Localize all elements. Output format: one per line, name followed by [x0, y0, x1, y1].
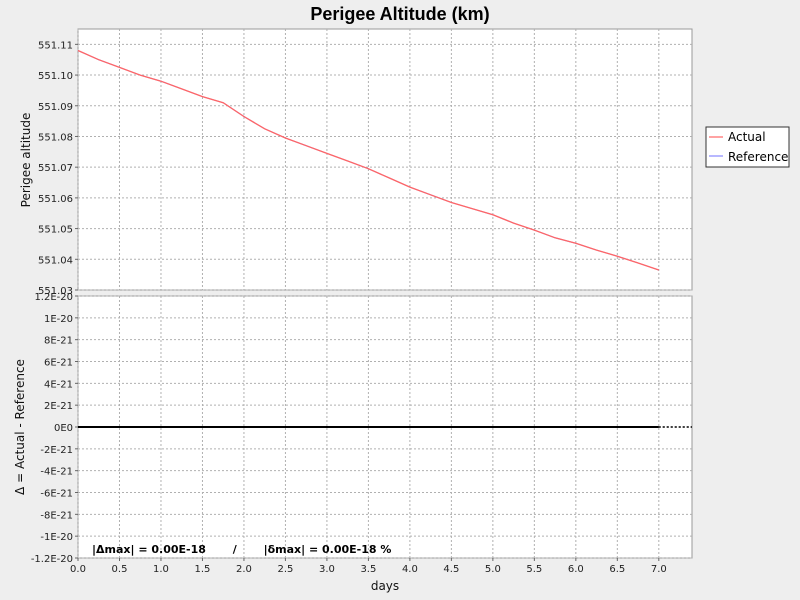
top-series — [77, 49, 660, 271]
x-tick-label: 5.0 — [485, 564, 501, 575]
x-tick-label: 4.0 — [402, 564, 418, 575]
x-tick-label: 3.5 — [360, 564, 376, 575]
bottom-y-tick-label: -1.2E-20 — [31, 554, 73, 565]
top-y-tick-label: 551.05 — [38, 225, 73, 236]
top-y-axis-label: Perigee altitude — [19, 113, 33, 208]
x-ticks: 0.0 0.5 1.0 1.5 2.0 2.5 3.0 3.5 4.0 4.5 5.0 5.5 6.0 6… — [70, 558, 667, 575]
x-axis-label: days — [371, 579, 399, 593]
top-y-ticks: 551.03 551.04 551.05 551.06 551.07 551.08 551.… — [38, 40, 78, 297]
series-line-actual — [77, 49, 660, 271]
top-grid — [77, 29, 692, 291]
bottom-y-tick-label: 4E-21 — [44, 379, 73, 390]
bottom-y-tick-label: 1E-20 — [44, 314, 73, 325]
x-tick-label: 0.0 — [70, 564, 86, 575]
x-tick-label: 2.5 — [277, 564, 293, 575]
top-y-tick-label: 551.08 — [38, 132, 73, 143]
x-tick-label: 6.0 — [568, 564, 584, 575]
bottom-y-tick-label: 0E0 — [54, 423, 73, 434]
legend-label-reference: Reference — [728, 150, 788, 164]
x-tick-label: 4.5 — [443, 564, 459, 575]
top-y-tick-label: 551.03 — [38, 286, 73, 297]
bottom-y-tick-label: 6E-21 — [44, 358, 73, 369]
bottom-y-tick-label: 1.2E-20 — [34, 292, 73, 303]
legend-box — [705, 126, 790, 168]
bottom-y-tick-label: -6E-21 — [40, 489, 73, 500]
top-plot-area — [77, 28, 693, 291]
top-y-tick-label: 551.06 — [38, 194, 73, 205]
x-tick-label: 5.5 — [526, 564, 542, 575]
top-y-tick-label: 551.10 — [38, 71, 73, 82]
delta-stats-annotation: |Δmax| = 0.00E-18 / |δmax| = 0.00E-18 % — [92, 543, 391, 556]
top-y-tick-label: 551.09 — [38, 102, 73, 113]
bottom-y-axis-label: Δ = Actual - Reference — [13, 359, 27, 495]
legend-label-actual: Actual — [728, 130, 766, 144]
top-y-tick-label: 551.07 — [38, 163, 73, 174]
x-tick-label: 0.5 — [112, 564, 128, 575]
x-tick-label: 2.0 — [236, 564, 252, 575]
top-y-tick-label: 551.04 — [38, 255, 73, 266]
bottom-y-tick-label: -2E-21 — [40, 445, 73, 456]
bottom-y-tick-label: -4E-21 — [40, 467, 73, 478]
bottom-y-tick-label: 2E-21 — [44, 401, 73, 412]
x-tick-label: 1.0 — [153, 564, 169, 575]
x-tick-label: 7.0 — [651, 564, 667, 575]
chart-title: Perigee Altitude (km) — [310, 4, 489, 24]
legend: Actual Reference — [705, 126, 790, 168]
x-tick-label: 6.5 — [609, 564, 625, 575]
bottom-y-tick-label: -1E-20 — [40, 532, 73, 543]
bottom-y-ticks: -1.2E-20 -1E-20 -8E-21 -6E-21 -4E-21 -2E-21 0E… — [31, 292, 78, 565]
x-tick-label: 1.5 — [195, 564, 211, 575]
top-y-tick-label: 551.11 — [38, 40, 73, 51]
bottom-y-tick-label: 8E-21 — [44, 336, 73, 347]
bottom-y-tick-label: -8E-21 — [40, 510, 73, 521]
x-tick-label: 3.0 — [319, 564, 335, 575]
